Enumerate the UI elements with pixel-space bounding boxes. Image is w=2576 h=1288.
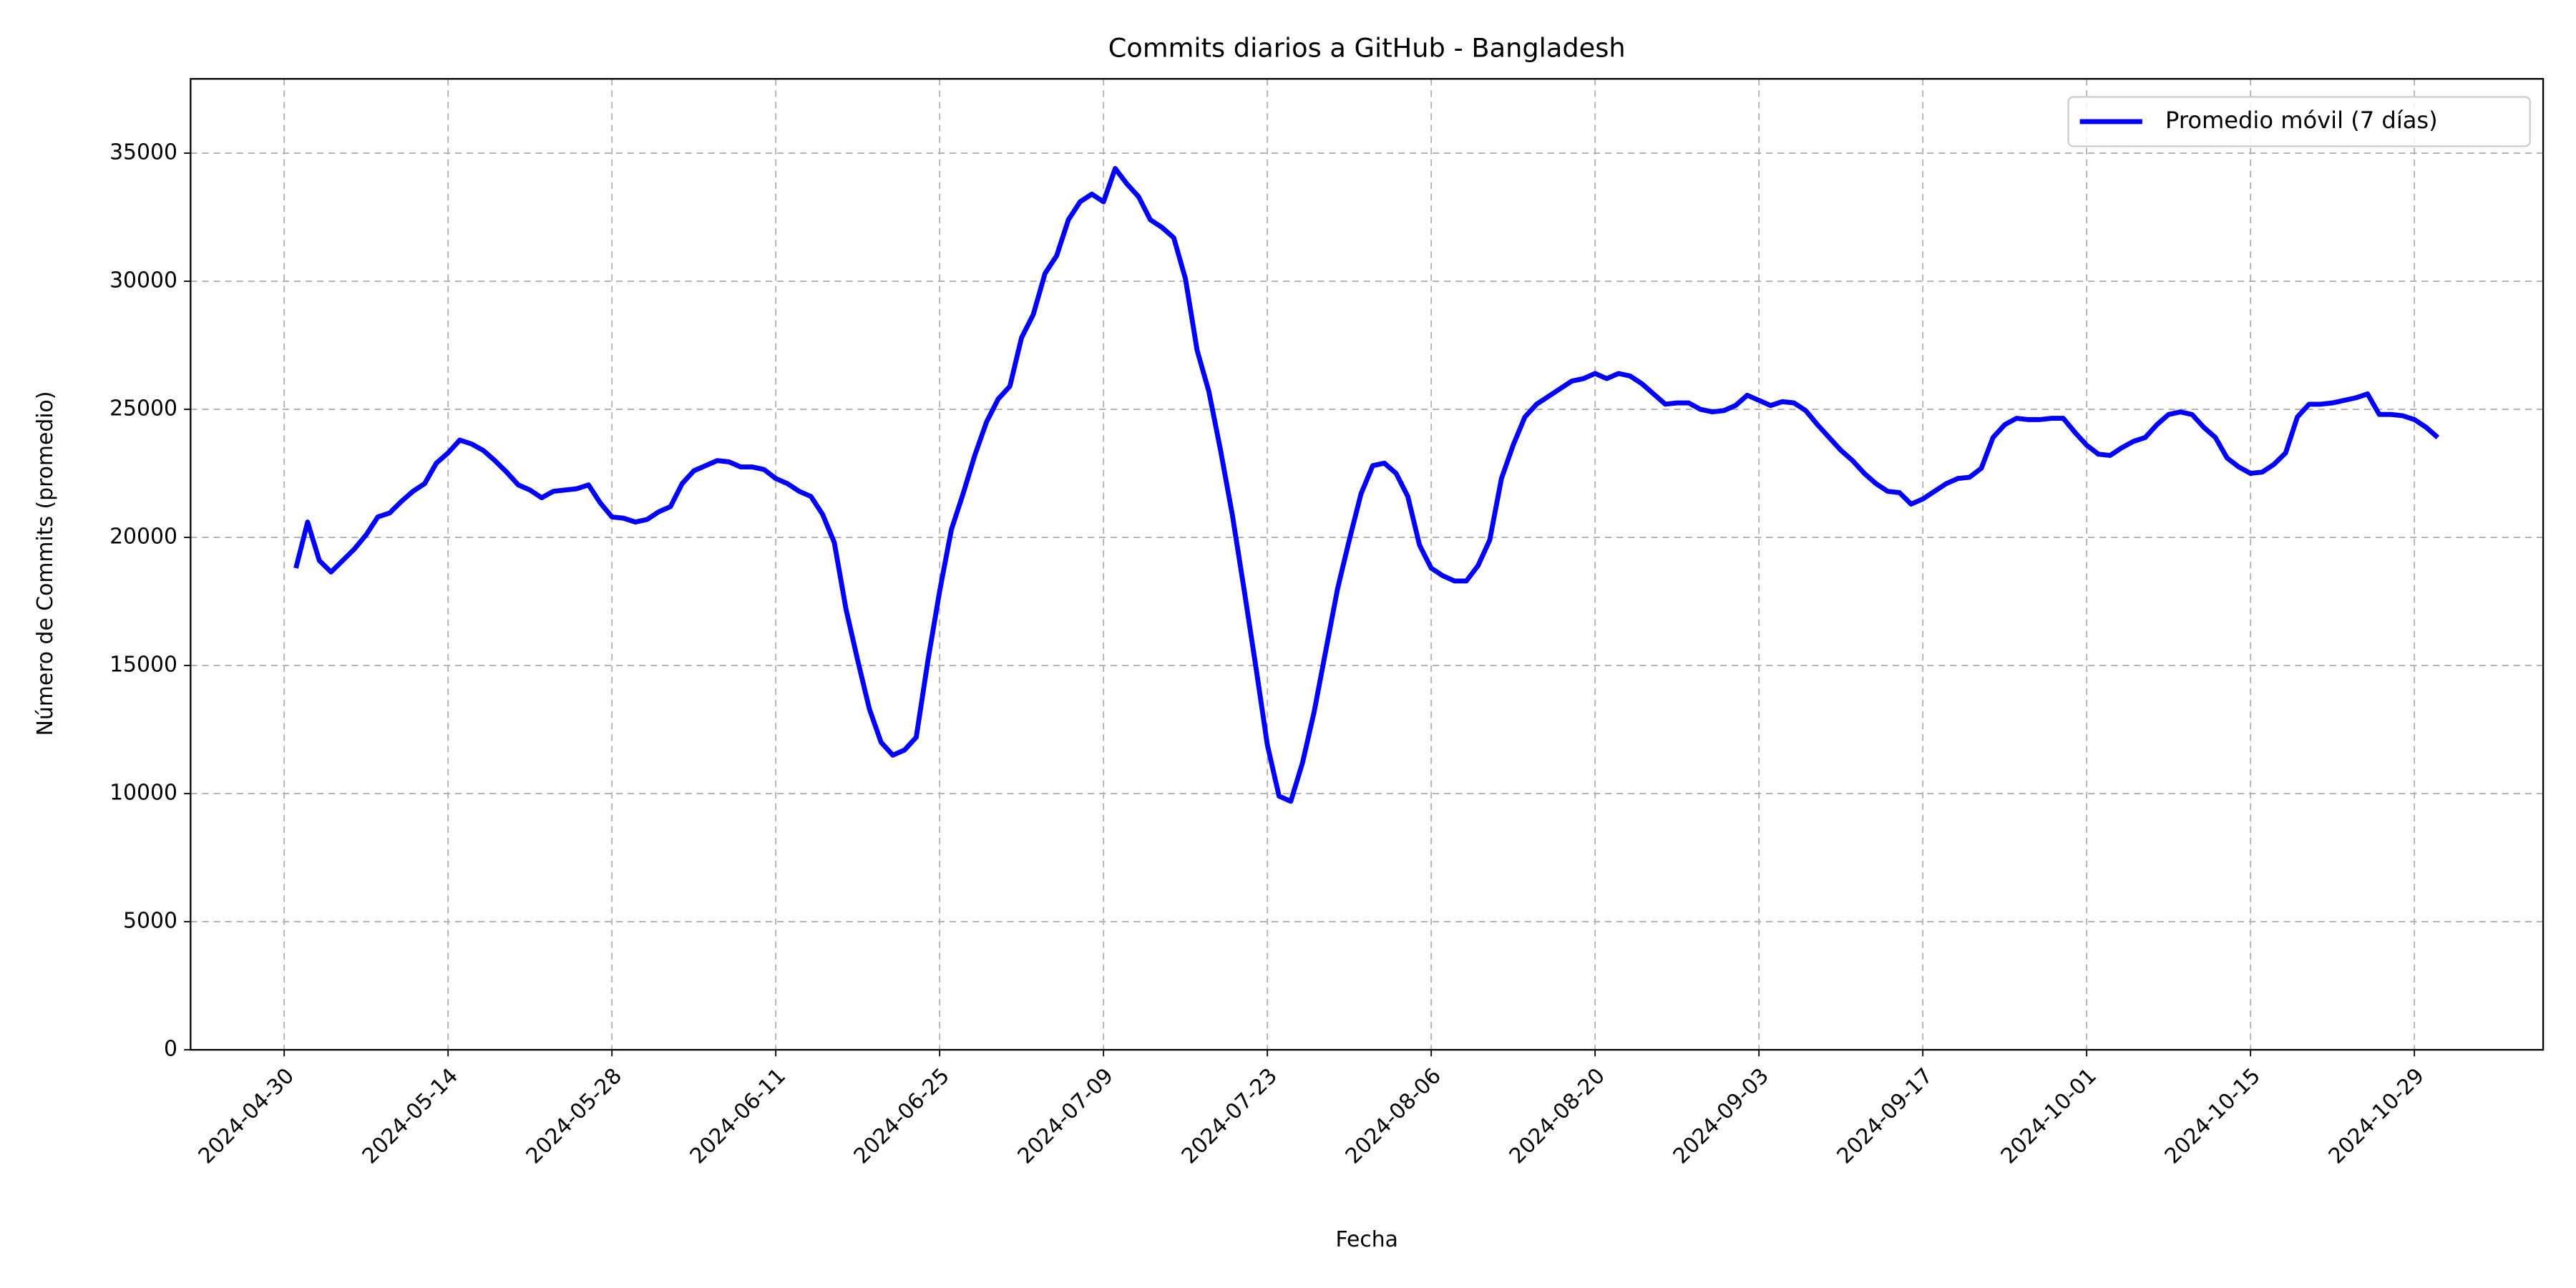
x-tick-label: 2024-06-11 [686, 1063, 791, 1169]
y-tick-label: 15000 [109, 653, 177, 678]
x-tick-label: 2024-06-25 [849, 1063, 955, 1169]
y-tick-label: 35000 [109, 140, 177, 165]
x-tick-label: 2024-07-23 [1177, 1063, 1282, 1169]
x-tick-label: 2024-09-03 [1669, 1063, 1774, 1169]
x-axis-label: Fecha [1335, 1227, 1397, 1252]
y-tick-label: 20000 [109, 525, 177, 550]
chart-title: Commits diarios a GitHub - Bangladesh [1108, 32, 1626, 63]
x-tick-label: 2024-08-20 [1505, 1063, 1610, 1169]
y-axis-label: Número de Commits (promedio) [33, 391, 58, 736]
y-tick-label: 25000 [109, 396, 177, 421]
x-tick-label: 2024-10-29 [2324, 1063, 2429, 1169]
x-tick-label: 2024-09-17 [1833, 1063, 1938, 1169]
plot-frame [190, 78, 2545, 1051]
x-tick-label: 2024-05-28 [522, 1063, 627, 1169]
x-tick-label: 2024-10-01 [1996, 1063, 2102, 1169]
x-tick-label: 2024-07-09 [1013, 1063, 1118, 1169]
legend-box [2067, 96, 2531, 147]
legend: Promedio móvil (7 días) [2067, 96, 2531, 147]
y-tick-label: 30000 [109, 268, 177, 293]
x-tick-label: 2024-05-14 [358, 1063, 463, 1169]
data-line [293, 166, 2440, 804]
x-tick-label: 2024-10-15 [2160, 1063, 2265, 1169]
x-tick-label: 2024-04-30 [194, 1063, 299, 1169]
x-tick-label: 2024-08-06 [1341, 1063, 1446, 1169]
y-tick-label: 10000 [109, 781, 177, 806]
legend-label: Promedio móvil (7 días) [2165, 107, 2438, 134]
y-tick-label: 0 [164, 1037, 177, 1062]
y-tick-label: 5000 [123, 909, 177, 934]
